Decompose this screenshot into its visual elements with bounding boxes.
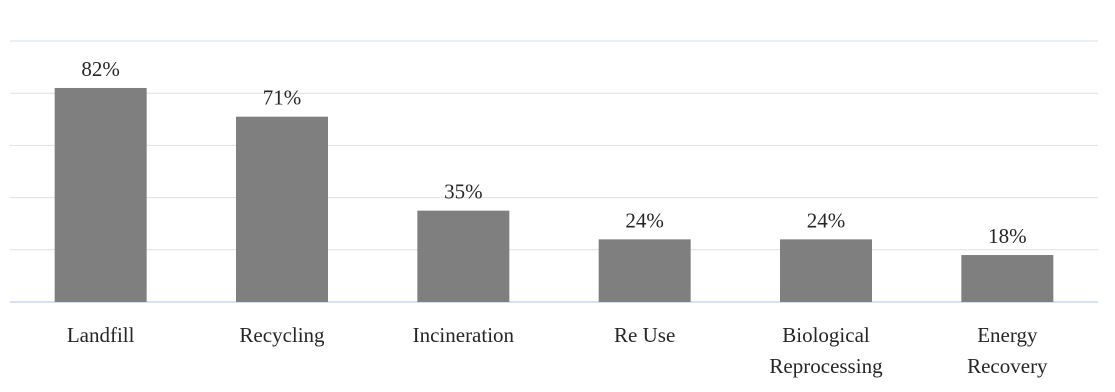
bar [780,239,872,302]
grid-lines [10,40,1098,303]
category-label: Energy Recovery [967,323,1048,378]
category-labels: Landfill Recycling Incineration Re Use Biolo… [67,323,1048,378]
data-labels: 82% 71% 35% 24% 24% 18% [81,57,1026,248]
bars [54,87,1054,302]
data-label: 24% [807,208,846,232]
data-label: 24% [625,208,664,232]
data-label: 18% [988,224,1027,248]
data-label: 82% [81,57,120,81]
bar [598,239,691,302]
bar [54,87,147,302]
category-label: Biological Reprocessing [769,323,883,378]
data-label: 71% [263,86,302,110]
category-label: Incineration [413,323,515,347]
data-label: 35% [444,180,483,204]
bar [417,210,510,302]
bar [236,116,328,302]
bar [961,255,1054,302]
category-label: Recycling [239,323,325,347]
category-label: Landfill [67,323,135,347]
category-label: Re Use [614,323,675,347]
